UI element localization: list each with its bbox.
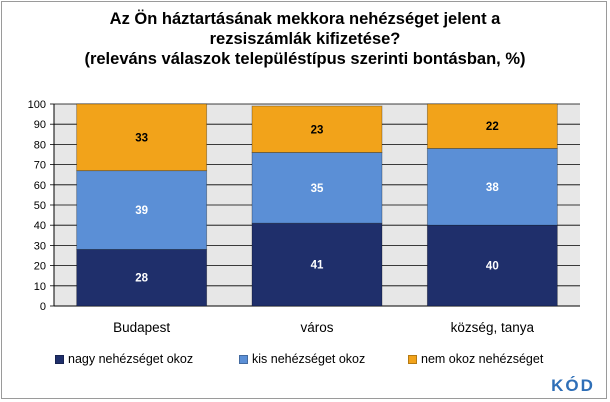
y-tick-label-60: 60 — [34, 180, 46, 192]
chart-title: Az Ön háztartásának mekkora nehézséget j… — [0, 9, 610, 69]
legend-item-nagy: nagy nehézséget okoz — [55, 352, 193, 366]
svg-text:KÓD: KÓD — [551, 376, 595, 395]
bar-2-series-1 — [426, 148, 558, 226]
y-tick-label-10: 10 — [34, 281, 46, 293]
legend-swatch-nagy — [55, 354, 64, 364]
bar-1-series-1 — [251, 152, 383, 224]
y-tick-label-30: 30 — [34, 240, 46, 252]
y-tick-label-40: 40 — [34, 220, 46, 232]
data-label-2-series-2: 22 — [486, 121, 499, 133]
bar-0-series-1 — [76, 170, 208, 250]
chart-title-line-2: rezsiszámlák kifizetése? — [209, 30, 401, 48]
bar-2-series-2 — [426, 103, 558, 149]
chart-title-line-1: Az Ön háztartásának mekkora nehézséget j… — [109, 10, 501, 28]
chart-title-line-3: (releváns válaszok településtípus szerin… — [84, 50, 526, 68]
y-tick-label-80: 80 — [34, 139, 46, 151]
data-label-1-series-1: 35 — [311, 183, 324, 195]
y-tick-label-90: 90 — [34, 119, 46, 131]
legend-label-kis: kis nehézséget okoz — [252, 352, 366, 366]
data-label-0-series-0: 28 — [135, 273, 148, 285]
x-tick-label-1: város — [300, 320, 333, 335]
bar-1-series-0 — [251, 222, 383, 307]
legend-item-nem: nem okoz nehézséget — [408, 352, 543, 366]
data-label-0-series-2: 33 — [135, 132, 148, 144]
data-label-2-series-0: 40 — [486, 261, 499, 273]
y-tick-label-20: 20 — [34, 261, 46, 273]
legend-label-nagy: nagy nehézséget okoz — [68, 352, 194, 366]
bar-0-series-0 — [76, 249, 208, 307]
data-label-2-series-1: 38 — [486, 182, 499, 194]
bar-1-series-2 — [251, 105, 383, 153]
data-label-1-series-2: 23 — [311, 124, 324, 136]
y-tick-label-100: 100 — [28, 99, 46, 111]
legend-item-kis: kis nehézséget okoz — [239, 352, 365, 366]
kod-logo: KÓD — [551, 376, 595, 395]
bar-2-series-0 — [426, 224, 558, 307]
legend-swatch-nem — [408, 354, 417, 364]
plot-area: 0 10 20 30 40 50 60 70 80 90 100 28 39 33 Budapest 41 35… — [28, 99, 580, 335]
x-tick-label-2: község, tanya — [451, 320, 535, 335]
data-label-1-series-0: 41 — [311, 260, 324, 272]
x-tick-label-0: Budapest — [113, 320, 170, 335]
legend-swatch-kis — [239, 354, 248, 364]
chart-legend: nagy nehézséget okoz kis nehézséget okoz… — [0, 352, 610, 368]
y-tick-label-50: 50 — [34, 200, 46, 212]
bar-0-series-2 — [76, 103, 208, 172]
data-label-0-series-1: 39 — [135, 205, 148, 217]
legend-label-nem: nem okoz nehézséget — [421, 352, 544, 366]
y-tick-label-70: 70 — [34, 160, 46, 172]
y-tick-label-0: 0 — [40, 301, 46, 313]
